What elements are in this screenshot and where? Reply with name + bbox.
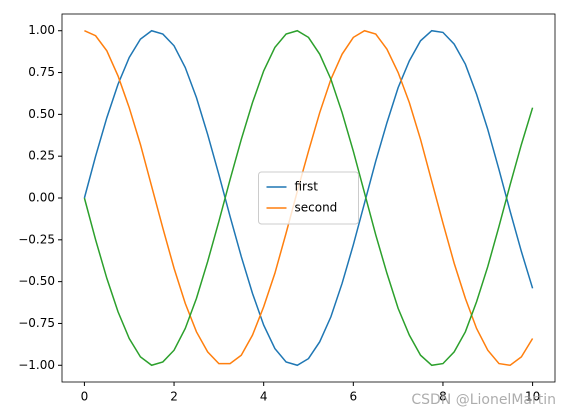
plot-frame bbox=[61, 13, 556, 383]
legend: first second bbox=[258, 171, 359, 225]
line bbox=[83, 29, 534, 367]
x-tick-label: 2 bbox=[170, 390, 178, 404]
y-tick-label: 0.50 bbox=[28, 107, 55, 121]
y-tick-label: 0.75 bbox=[28, 65, 55, 79]
line bbox=[84, 29, 534, 367]
line bbox=[83, 29, 534, 367]
x-tick-label: 8 bbox=[439, 390, 447, 404]
y-tick-label: 0.25 bbox=[28, 149, 55, 163]
watermark: CSDN @LionelMartin bbox=[411, 392, 556, 408]
legend-label: first bbox=[295, 180, 319, 194]
y-tick-label: −0.50 bbox=[18, 274, 55, 288]
y-tick-label: 0.00 bbox=[28, 191, 55, 205]
y-tick-label: 1.00 bbox=[28, 23, 55, 37]
y-tick-label: −0.75 bbox=[18, 316, 55, 330]
legend-box bbox=[258, 171, 359, 225]
x-tick-label: 10 bbox=[525, 390, 540, 404]
y-tick-label: −0.25 bbox=[18, 232, 55, 246]
x-tick-label: 4 bbox=[260, 390, 268, 404]
y-tick-label: −1.00 bbox=[18, 358, 55, 372]
legend-label: second bbox=[295, 201, 338, 215]
x-tick-label: 0 bbox=[81, 390, 89, 404]
x-tick-label: 6 bbox=[349, 390, 357, 404]
